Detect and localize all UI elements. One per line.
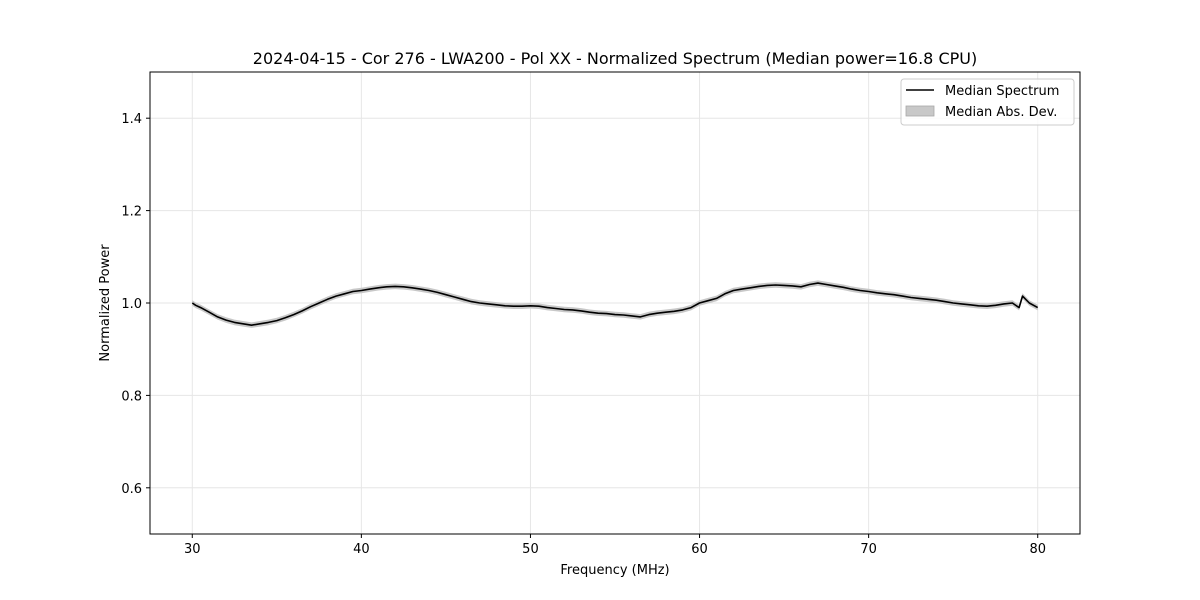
x-tick-label: 30 [184,542,201,557]
x-tick-label: 50 [522,542,539,557]
legend-band-swatch [905,105,935,117]
y-axis-ticks: 0.6 0.8 1.0 1.2 1.4 [121,112,150,497]
x-tick-label: 70 [860,542,877,557]
legend-box [900,78,1075,126]
y-tick-label: 0.6 [121,482,142,497]
median-spectrum-path [191,282,1039,326]
chart-title: 2024-04-15 - Cor 276 - LWA200 - Pol XX -… [253,49,977,68]
x-axis-ticks: 30 40 50 60 70 80 [184,534,1046,557]
x-tick-label: 60 [691,542,708,557]
x-tick-label: 40 [353,542,370,557]
legend: Median Spectrum Median Abs. Dev. [900,78,1075,126]
mad-band-area [192,280,1038,328]
median-abs-dev-band [192,280,1038,328]
legend-label-median-abs-dev: Median Abs. Dev. [945,105,1057,120]
y-axis-label: Normalized Power [98,244,113,362]
y-tick-label: 1.0 [121,297,142,312]
median-spectrum-line [191,282,1039,326]
x-axis-label: Frequency (MHz) [560,563,669,578]
y-tick-label: 0.8 [121,389,142,404]
legend-label-median-spectrum: Median Spectrum [945,84,1059,99]
y-tick-label: 1.2 [121,205,142,220]
y-tick-label: 1.4 [121,112,142,127]
x-tick-label: 80 [1029,542,1046,557]
